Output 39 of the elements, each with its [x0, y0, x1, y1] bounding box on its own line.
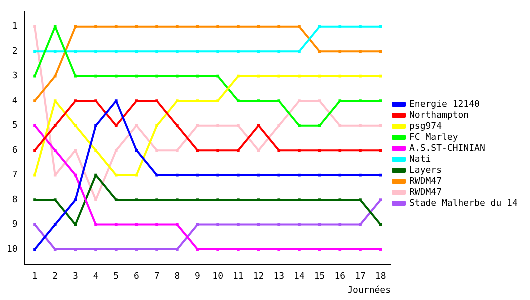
x-axis-title: Journées	[348, 284, 391, 296]
x-tick-label: 1	[32, 272, 38, 282]
x-tick-label: 17	[355, 272, 366, 282]
x-tick-label: 14	[294, 272, 305, 282]
x-tick-label: 11	[233, 272, 244, 282]
x-tick-label: 10	[212, 272, 224, 282]
legend-label: RWDM47	[410, 188, 442, 198]
y-tick-label: 9	[12, 220, 18, 230]
legend-label: Northampton	[410, 110, 470, 121]
y-tick-label: 5	[12, 121, 18, 132]
x-tick-label: 4	[93, 272, 99, 282]
y-tick-label: 1	[12, 22, 18, 32]
legend-label: Stade Malherbe du 14	[410, 198, 518, 209]
legend-label: FC Marley	[410, 132, 459, 143]
x-tick-label: 7	[154, 272, 160, 282]
y-tick-label: 6	[12, 146, 18, 156]
legend-label: A.S.ST-CHINIAN	[410, 144, 486, 154]
x-tick-label: 3	[72, 272, 78, 282]
y-tick-label: 3	[12, 72, 18, 82]
legend-label: psg974	[410, 122, 442, 132]
x-tick-label: 16	[334, 272, 346, 282]
x-tick-label: 13	[274, 272, 285, 282]
y-tick-label: 8	[12, 195, 18, 206]
x-tick-label: 2	[52, 272, 58, 282]
y-tick-label: 10	[6, 244, 18, 255]
x-tick-label: 18	[375, 272, 386, 282]
y-tick-label: 4	[12, 96, 18, 106]
x-tick-label: 8	[174, 272, 180, 282]
x-tick-label: 6	[134, 272, 140, 282]
x-tick-label: 12	[253, 272, 264, 282]
x-tick-label: 15	[314, 272, 326, 282]
legend-label: Nati	[410, 154, 432, 165]
x-tick-label: 9	[195, 272, 200, 282]
legend-label: Layers	[410, 166, 442, 176]
legend-label: Energie 12140	[410, 100, 480, 110]
x-tick-label: 5	[114, 272, 120, 282]
y-tick-label: 2	[12, 46, 18, 57]
y-tick-label: 7	[12, 170, 18, 181]
legend-label: RWDM47	[410, 176, 442, 187]
